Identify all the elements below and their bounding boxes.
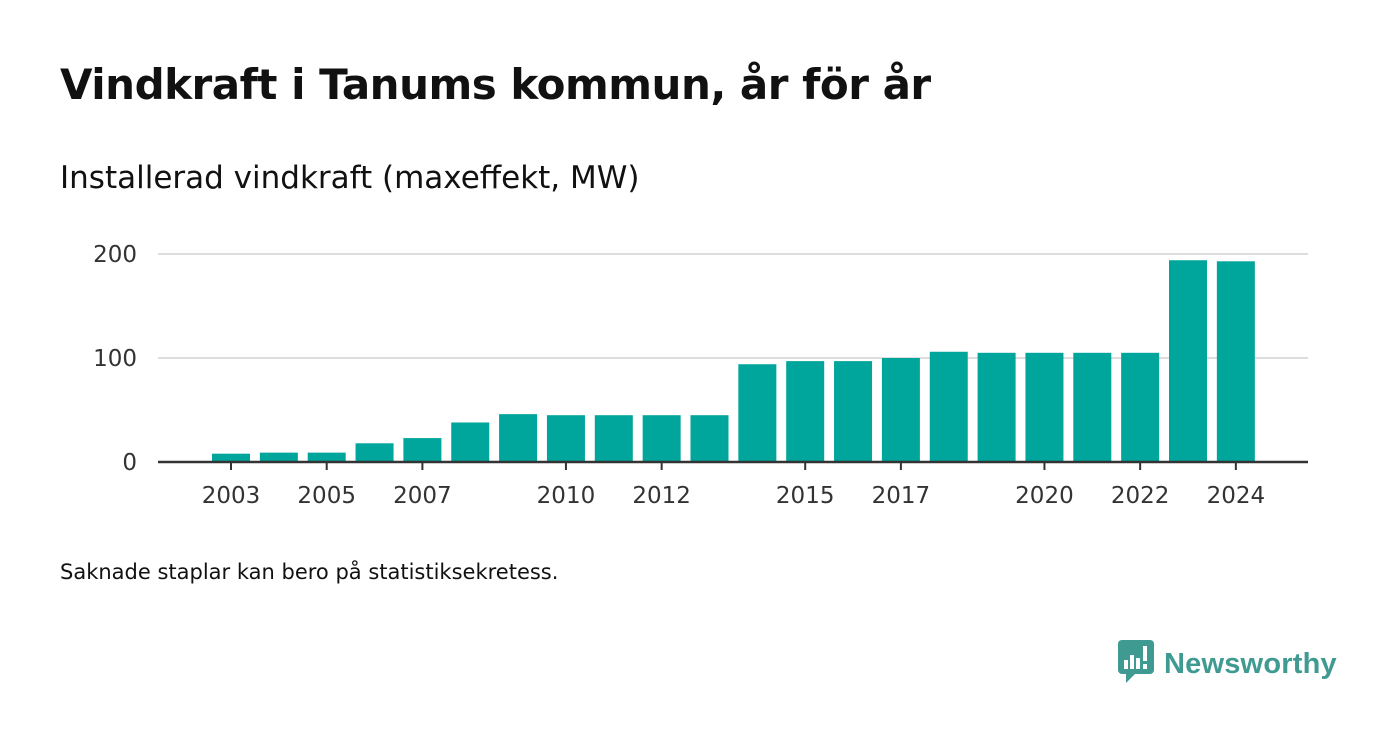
bar-2012	[642, 415, 681, 462]
y-tick-label: 0	[122, 450, 137, 476]
bar-2006	[355, 443, 394, 462]
bar-2016	[834, 361, 873, 462]
bar-2005	[307, 452, 346, 462]
bar-2008	[451, 422, 490, 462]
bar-2017	[881, 358, 920, 462]
chart-title: Vindkraft i Tanums kommun, år för år	[60, 60, 931, 109]
x-tick-label: 2010	[537, 483, 596, 509]
newsworthy-logo-icon	[1118, 640, 1154, 688]
x-tick-label: 2015	[776, 483, 835, 509]
x-tick-label: 2020	[1015, 483, 1074, 509]
bar-2020	[1025, 352, 1064, 462]
bar-2021	[1073, 352, 1112, 462]
x-tick-label: 2012	[632, 483, 691, 509]
bar-2007	[403, 438, 442, 462]
x-tick-label: 2007	[393, 483, 452, 509]
gridlines	[158, 253, 1308, 359]
brand-name: Newsworthy	[1164, 647, 1337, 680]
bar-2015	[786, 361, 825, 462]
y-tick-label: 200	[93, 242, 137, 268]
bar-2024	[1216, 261, 1255, 462]
bar-chart: 0 100 200 2003 2005 2007 2010 2012 2015 2017 2020 2…	[93, 242, 1308, 509]
bar-2010	[546, 415, 585, 462]
brand-logo[interactable]: Newsworthy	[1118, 640, 1337, 688]
bar-2018	[929, 351, 968, 462]
bar-2013	[690, 415, 729, 462]
bar-2019	[977, 352, 1016, 462]
footnote: Saknade staplar kan bero på statistiksek…	[60, 560, 559, 584]
x-tick-label: 2024	[1207, 483, 1266, 509]
y-tick-label: 100	[93, 346, 137, 372]
axes: 0 100 200 2003 2005 2007 2010 2012 2015 2017 2020 2…	[93, 242, 1308, 509]
x-tick-label: 2022	[1111, 483, 1170, 509]
bar-2014	[738, 364, 777, 462]
chart-subtitle: Installerad vindkraft (maxeffekt, MW)	[60, 160, 640, 196]
bar-2023	[1169, 260, 1207, 462]
bars	[212, 260, 1255, 462]
bar-2004	[259, 452, 298, 462]
x-tick-label: 2003	[202, 483, 261, 509]
bar-2011	[594, 415, 633, 462]
bar-2003	[212, 453, 250, 462]
bar-2022	[1121, 352, 1160, 462]
x-tick-label: 2005	[297, 483, 356, 509]
x-tick-label: 2017	[872, 483, 931, 509]
bar-2009	[499, 414, 538, 462]
